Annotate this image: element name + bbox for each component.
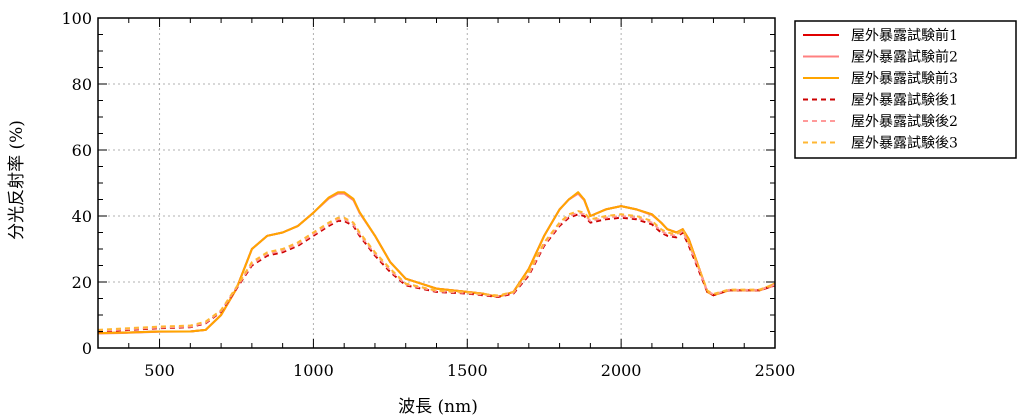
legend-label-1: 屋外暴露試験前1 xyxy=(851,27,958,44)
legend-label-6: 屋外暴露試験後3 xyxy=(851,136,958,152)
x-tick-label: 1500 xyxy=(447,361,488,380)
axis-ticks: 500 1000 1500 2000 2500 0 20 40 60 80 100 xyxy=(61,9,795,380)
legend-label-2: 屋外暴露試験前2 xyxy=(851,49,958,66)
series-line-3 xyxy=(97,191,776,335)
y-axis-label: 分光反射率 (%) xyxy=(7,120,27,240)
y-tick-label: 80 xyxy=(72,75,92,94)
legend: 屋外暴露試験前1 屋外暴露試験前2 屋外暴露試験前3 屋外暴露試験後1 屋外暴露試験後2… xyxy=(794,20,1017,159)
series-line-2 xyxy=(97,192,776,335)
legend-label-3: 屋外暴露試験前3 xyxy=(851,70,958,87)
x-tick-label: 2000 xyxy=(601,361,642,380)
x-axis-label: 波長 (nm) xyxy=(398,397,478,417)
legend-label-4: 屋外暴露試験後1 xyxy=(851,93,958,109)
series-lines xyxy=(97,191,776,335)
y-tick-label: 20 xyxy=(72,273,92,292)
y-tick-label: 60 xyxy=(72,141,92,160)
x-tick-label: 1000 xyxy=(293,361,334,380)
y-tick-label: 40 xyxy=(72,207,92,226)
legend-label-5: 屋外暴露試験後2 xyxy=(851,114,958,130)
series-line-6 xyxy=(97,210,776,331)
y-tick-label: 0 xyxy=(82,339,92,358)
grid-lines xyxy=(98,18,775,348)
plot-frame xyxy=(97,17,776,349)
series-line-1 xyxy=(97,191,776,335)
legend-box xyxy=(794,20,1017,159)
x-tick-label: 2500 xyxy=(755,361,796,380)
y-tick-label: 100 xyxy=(61,9,92,28)
x-tick-label: 500 xyxy=(144,361,175,380)
